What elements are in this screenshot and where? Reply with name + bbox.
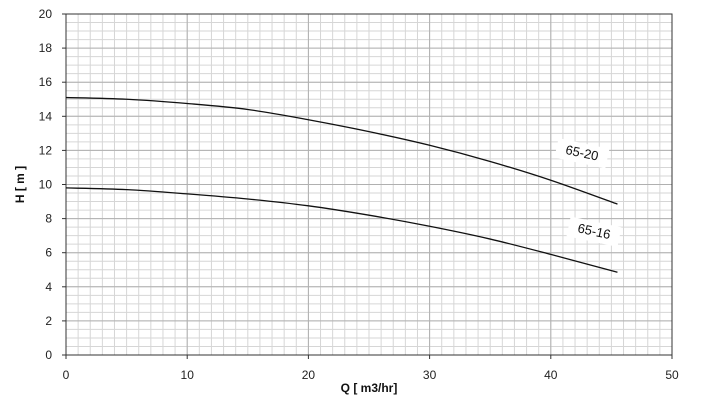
y-tick-label: 20: [39, 7, 53, 21]
series-label-backdrop: [566, 216, 622, 247]
y-tick-label: 14: [39, 109, 53, 123]
y-tick-label: 12: [39, 143, 53, 157]
y-tick-label: 6: [45, 246, 52, 260]
tick-labels: 0 2 4 6 8 10 12 14 16 18 20 0 10 20 30 40 50: [39, 7, 679, 382]
y-tick-label: 0: [45, 348, 52, 362]
y-tick-label: 8: [45, 212, 52, 226]
x-tick-label: 10: [181, 368, 195, 382]
y-tick-label: 18: [39, 41, 53, 55]
y-tick-label: 16: [39, 75, 53, 89]
x-tick-label: 0: [63, 368, 70, 382]
series-label-backdrop: [554, 138, 610, 169]
series-line-65-20: [65, 96, 618, 205]
series-labels: 65-20 65-16: [554, 138, 622, 247]
axes: [62, 13, 673, 359]
x-axis-title: Q [ m3/hr]: [341, 381, 398, 395]
x-tick-label: 30: [423, 368, 437, 382]
series-label-65-20: 65-20: [564, 142, 600, 164]
series-line-65-16: [65, 187, 618, 273]
series-label-65-16: 65-16: [576, 220, 612, 242]
x-tick-label: 50: [665, 368, 679, 382]
y-tick-label: 4: [45, 280, 52, 294]
x-tick-label: 40: [544, 368, 558, 382]
x-tick-label: 20: [302, 368, 316, 382]
series-layer: [65, 96, 618, 273]
y-tick-label: 10: [39, 178, 53, 192]
y-tick-label: 2: [45, 314, 52, 328]
y-axis-title: H [ m ]: [13, 166, 27, 203]
